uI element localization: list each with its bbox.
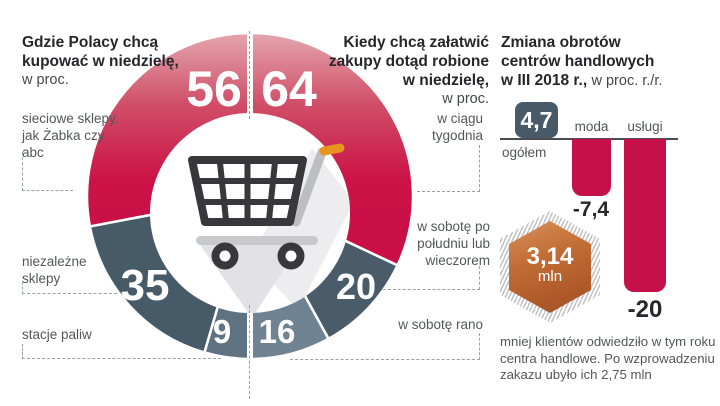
label-sieciowe-sklepy: sieciowe sklepy, jak Żabka czy abc [22,111,119,160]
value-35: 35 [120,261,170,310]
hexagon-badge-inner [509,221,591,313]
bar-label-uslugi: usługi [627,119,663,134]
cart-wheels [211,242,305,270]
bar-value-moda: -7,4 [572,198,610,221]
value-16: 16 [258,313,296,350]
value-20: 20 [335,266,377,307]
hexagon-badge-text: 3,14 mln [526,243,574,285]
label-niezalezne-sklepy: niezależne sklepy [22,254,87,286]
connector-stacje [22,344,221,359]
cart-frame-bar [196,236,318,245]
shopping-cart-icon [188,143,350,313]
bar-moda [572,139,611,196]
value-64: 64 [261,61,317,117]
value-56: 56 [186,61,242,117]
value-9: 9 [212,313,232,350]
connector-niezalezne [22,282,117,294]
cart-basket [188,156,307,226]
bar-ogolem-badge: 4,7 [515,102,558,138]
bar-label-moda: moda [574,119,609,134]
split-dashed-line-top [249,31,250,119]
right-question-title: Kiedy chcą załatwić zakupy dotąd robione… [328,34,489,107]
donut-chart [87,33,413,359]
cart-handle-tip [319,143,345,156]
cart-handle [291,147,327,227]
bar-value-uslugi: -20 [627,296,663,323]
label-w-sobote-po-poludniu: w sobotę po południu lub wieczorem [417,219,490,268]
split-dashed-line-bottom [249,305,250,399]
connector-sieciowe [22,152,73,191]
label-w-sobote-rano: w sobotę rano [398,317,483,332]
footnote: mniej klientów odwiedziło w tym roku cen… [500,334,716,382]
connector-tygodnia [417,145,480,192]
label-w-ciagu-tygodnia: w ciągu tygodnia [431,111,483,143]
bar-label-ogolem: ogółem [502,145,547,160]
label-stacje-paliw: stacje paliw [22,327,92,342]
connector-sobota-rano [290,333,480,360]
connector-sobota-pm [383,266,480,290]
bar-chart-title: Zmiana obrotów centrów handlowych w III … [501,34,663,89]
left-question-title: Gdzie Polacy chcą kupować w niedzielę, w… [22,34,179,88]
bar-uslugi [624,139,666,292]
